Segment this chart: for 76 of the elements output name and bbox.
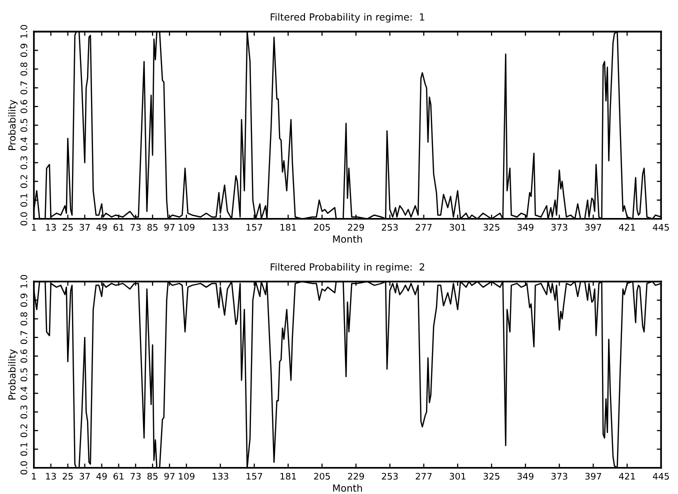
chart-title: Filtered Probability in regime: 1 [270,13,424,23]
x-tick-label: 181 [280,224,296,231]
x-tick-label: 205 [314,224,330,231]
x-axis-title: Month [333,484,362,492]
x-tick-label: 109 [178,224,194,231]
y-tick-label: 0.3 [20,156,28,170]
x-tick-label: 277 [416,472,432,480]
y-tick-label: 0.1 [20,194,28,207]
x-tick-label: 301 [450,472,466,480]
x-tick-label: 133 [212,472,228,480]
x-tick-label: 445 [652,224,669,231]
x-tick-label: 229 [348,472,364,480]
x-tick-label: 445 [652,472,669,480]
y-tick-label: 0.7 [20,81,28,94]
x-tick-label: 325 [484,224,500,231]
chart-title: Filtered Probability in regime: 2 [270,263,424,272]
x-axis-title: Month [333,235,362,243]
y-axis-title: Probability [8,349,18,400]
x-tick-label: 421 [618,472,635,480]
x-tick-label: 349 [518,224,534,231]
x-tick-label: 397 [585,472,602,480]
y-tick-label: 0.6 [20,349,28,363]
y-tick-label: 0.0 [20,212,28,226]
y-tick-label: 0.6 [20,100,28,114]
y-tick-label: 0.4 [20,386,28,400]
x-tick-label: 85 [147,472,158,480]
y-tick-label: 0.5 [20,368,28,382]
x-tick-label: 301 [450,224,466,231]
x-tick-label: 73 [130,472,141,480]
x-tick-label: 1 [32,224,36,231]
y-tick-label: 0.7 [20,331,28,344]
x-tick-label: 109 [178,472,194,480]
x-tick-label: 397 [585,224,602,231]
y-tick-label: 0.3 [20,405,28,419]
x-tick-label: 1 [32,472,36,480]
x-tick-label: 61 [114,224,124,231]
x-tick-label: 205 [314,472,330,480]
y-tick-label: 0.2 [20,424,28,438]
x-tick-label: 97 [164,224,174,231]
x-tick-label: 37 [80,472,90,480]
y-tick-label: 0.8 [20,62,28,76]
x-tick-label: 13 [46,224,56,231]
x-tick-label: 349 [518,472,534,480]
x-tick-label: 73 [130,224,141,231]
x-tick-label: 277 [416,224,432,231]
y-tick-label: 0.2 [20,175,28,188]
x-tick-label: 325 [484,472,500,480]
x-tick-label: 253 [382,472,398,480]
x-tick-label: 373 [551,472,568,480]
x-tick-label: 49 [96,472,107,480]
x-tick-label: 421 [618,224,635,231]
x-tick-label: 253 [382,224,398,231]
x-tick-label: 25 [62,472,73,480]
y-tick-label: 0.0 [20,461,28,474]
x-tick-label: 133 [212,224,228,231]
x-tick-label: 37 [80,224,90,231]
y-tick-label: 0.4 [20,137,28,151]
x-tick-label: 61 [114,472,124,480]
y-tick-label: 0.9 [20,294,28,307]
x-tick-label: 13 [46,472,56,480]
y-tick-label: 1.0 [20,275,28,288]
x-tick-label: 25 [62,224,73,231]
x-tick-label: 97 [164,472,174,480]
y-axis-title: Probability [8,100,18,150]
x-tick-label: 373 [551,224,568,231]
y-tick-label: 0.9 [20,44,28,57]
y-tick-label: 1.0 [20,25,28,38]
x-tick-label: 157 [246,224,262,231]
y-tick-label: 0.1 [20,442,28,456]
x-tick-label: 229 [348,224,364,231]
x-tick-label: 85 [147,224,158,231]
x-tick-label: 181 [280,472,296,480]
x-tick-label: 157 [246,472,262,480]
y-tick-label: 0.5 [20,118,28,132]
x-tick-label: 49 [96,224,107,231]
y-tick-label: 0.8 [20,312,28,326]
